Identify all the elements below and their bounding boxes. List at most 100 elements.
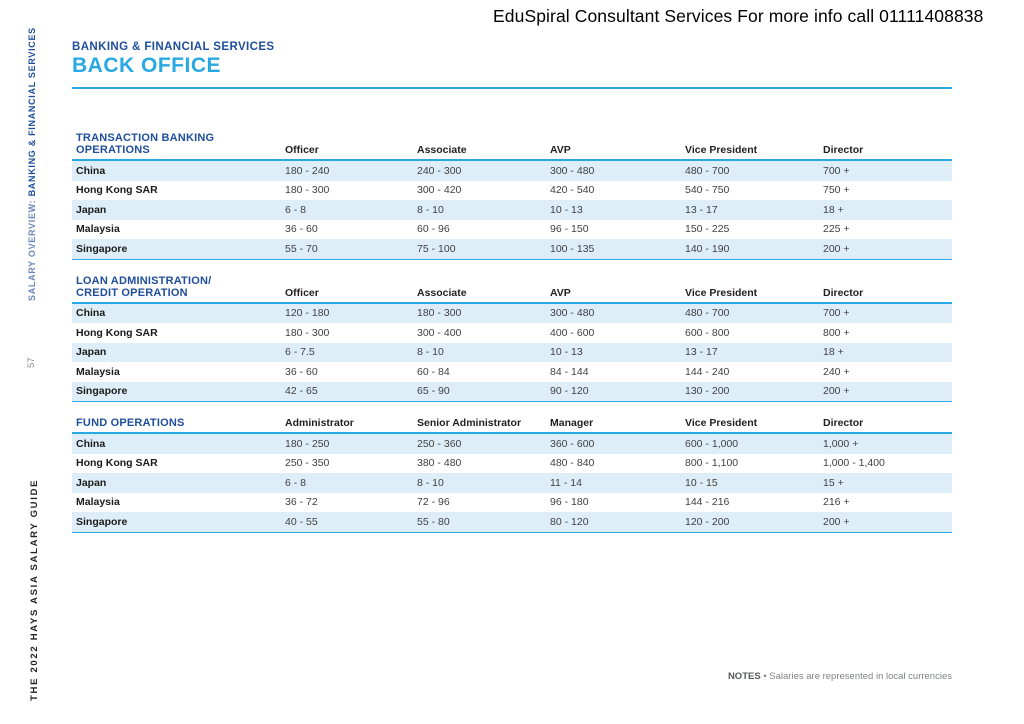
table-row: Malaysia 36 - 72 72 - 96 96 - 180 144 - 216 2… [72,493,952,513]
value-cell: 420 - 540 [550,184,595,197]
value-cell: 180 - 250 [285,437,330,450]
value-cell: 300 - 400 [417,326,462,339]
value-cell: 600 - 800 [685,326,730,339]
table-row: Singapore 40 - 55 55 - 80 80 - 120 120 - 200… [72,512,952,532]
column-header: Director [823,144,864,156]
value-cell: 80 - 120 [550,515,589,528]
value-cell: 600 - 1,000 [685,437,739,450]
value-cell: 60 - 96 [417,223,450,236]
value-cell: 42 - 65 [285,385,318,398]
table-header-row: FUND OPERATIONS Administrator Senior Admin… [72,417,952,434]
value-cell: 72 - 96 [417,496,450,509]
table-row: Hong Kong SAR 250 - 350 380 - 480 480 - 840… [72,454,952,474]
value-cell: 18 + [823,346,844,359]
value-cell: 380 - 480 [417,457,462,470]
value-cell: 240 + [823,365,850,378]
value-cell: 75 - 100 [417,242,456,255]
table-row: Hong Kong SAR 180 - 300 300 - 420 420 - 540… [72,181,952,201]
table-title: FUND OPERATIONS [72,417,285,429]
value-cell: 13 - 17 [685,203,718,216]
table-row: China 180 - 240 240 - 300 300 - 480 480 - 70… [72,161,952,181]
table-row: China 180 - 250 250 - 360 360 - 600 600 - 1,… [72,434,952,454]
value-cell: 180 - 300 [417,307,462,320]
value-cell: 300 - 480 [550,307,595,320]
country-cell: China [76,307,106,320]
country-cell: Japan [76,203,107,216]
column-header: Director [823,417,864,429]
value-cell: 10 - 15 [685,476,718,489]
value-cell: 240 - 300 [417,164,462,177]
value-cell: 120 - 180 [285,307,330,320]
country-cell: Malaysia [76,365,120,378]
column-header: Manager [550,417,594,429]
value-cell: 144 - 216 [685,496,730,509]
value-cell: 120 - 200 [685,515,730,528]
column-header: Director [823,286,864,299]
country-cell: China [76,437,106,450]
value-cell: 200 + [823,515,850,528]
column-header: AVP [550,144,571,156]
sidebar-label-guide: THE 2022 HAYS ASIA SALARY GUIDE [29,478,40,701]
country-cell: Japan [76,476,107,489]
value-cell: 800 + [823,326,850,339]
table-row: Japan 6 - 8 8 - 10 10 - 13 13 - 17 18 + [72,200,952,220]
value-cell: 8 - 10 [417,346,444,359]
country-cell: Singapore [76,385,128,398]
value-cell: 60 - 84 [417,365,450,378]
value-cell: 250 - 350 [285,457,330,470]
sidebar-overview-prefix: SALARY OVERVIEW: [27,196,37,301]
salary-table: LOAN ADMINISTRATION/CREDIT OPERATION Offi… [72,274,952,402]
table-row: Malaysia 36 - 60 60 - 84 84 - 144 144 - 240 2… [72,362,952,382]
table-row: Japan 6 - 8 8 - 10 11 - 14 10 - 15 15 + [72,473,952,493]
value-cell: 200 + [823,385,850,398]
table-row: Hong Kong SAR 180 - 300 300 - 400 400 - 600… [72,323,952,343]
value-cell: 65 - 90 [417,385,450,398]
page-title: BACK OFFICE [72,54,221,77]
column-header: Associate [417,286,467,299]
country-cell: Hong Kong SAR [76,326,158,339]
column-header: Officer [285,286,319,299]
value-cell: 6 - 7.5 [285,346,315,359]
column-header: Vice President [685,417,758,429]
value-cell: 1,000 - 1,400 [823,457,885,470]
salary-table: TRANSACTION BANKING OPERATIONS Officer Ass… [72,132,952,260]
value-cell: 10 - 13 [550,203,583,216]
notes-bullet: • [763,671,767,682]
value-cell: 480 - 700 [685,307,730,320]
content-area: BANKING & FINANCIAL SERVICES BACK OFFICE… [72,40,952,700]
table-title-line: CREDIT OPERATION [76,286,188,299]
table-title-line: LOAN ADMINISTRATION/ [76,274,212,287]
country-cell: Hong Kong SAR [76,184,158,197]
column-header: Senior Administrator [417,417,522,429]
value-cell: 300 - 420 [417,184,462,197]
notes-label: NOTES [727,671,761,682]
value-cell: 750 + [823,184,850,197]
value-cell: 36 - 60 [285,365,318,378]
column-header: Vice President [685,286,758,299]
salary-table: FUND OPERATIONS Administrator Senior Admin… [72,417,952,533]
value-cell: 180 - 300 [285,184,330,197]
country-cell: China [76,164,106,177]
table-title-line: TRANSACTION BANKING OPERATIONS [76,132,215,156]
value-cell: 700 + [823,307,850,320]
table-header-row: TRANSACTION BANKING OPERATIONS Officer Ass… [72,132,952,161]
value-cell: 225 + [823,223,850,236]
sidebar-overview-section: BANKING & FINANCIAL SERVICES [27,27,37,197]
country-cell: Singapore [76,515,128,528]
value-cell: 15 + [823,476,844,489]
value-cell: 200 + [823,242,850,255]
table-row: Malaysia 36 - 60 60 - 96 96 - 150 150 - 225 2… [72,220,952,240]
value-cell: 800 - 1,100 [685,457,739,470]
column-header: Vice President [685,144,758,156]
value-cell: 360 - 600 [550,437,595,450]
table-title-line: FUND OPERATIONS [76,417,185,429]
value-cell: 96 - 150 [550,223,589,236]
value-cell: 144 - 240 [685,365,730,378]
value-cell: 540 - 750 [685,184,730,197]
column-header: Administrator [285,417,354,429]
value-cell: 55 - 70 [285,242,318,255]
value-cell: 36 - 60 [285,223,318,236]
value-cell: 700 + [823,164,850,177]
country-cell: Japan [76,346,107,359]
notes: NOTES • Salaries are represented in loca… [72,671,952,682]
